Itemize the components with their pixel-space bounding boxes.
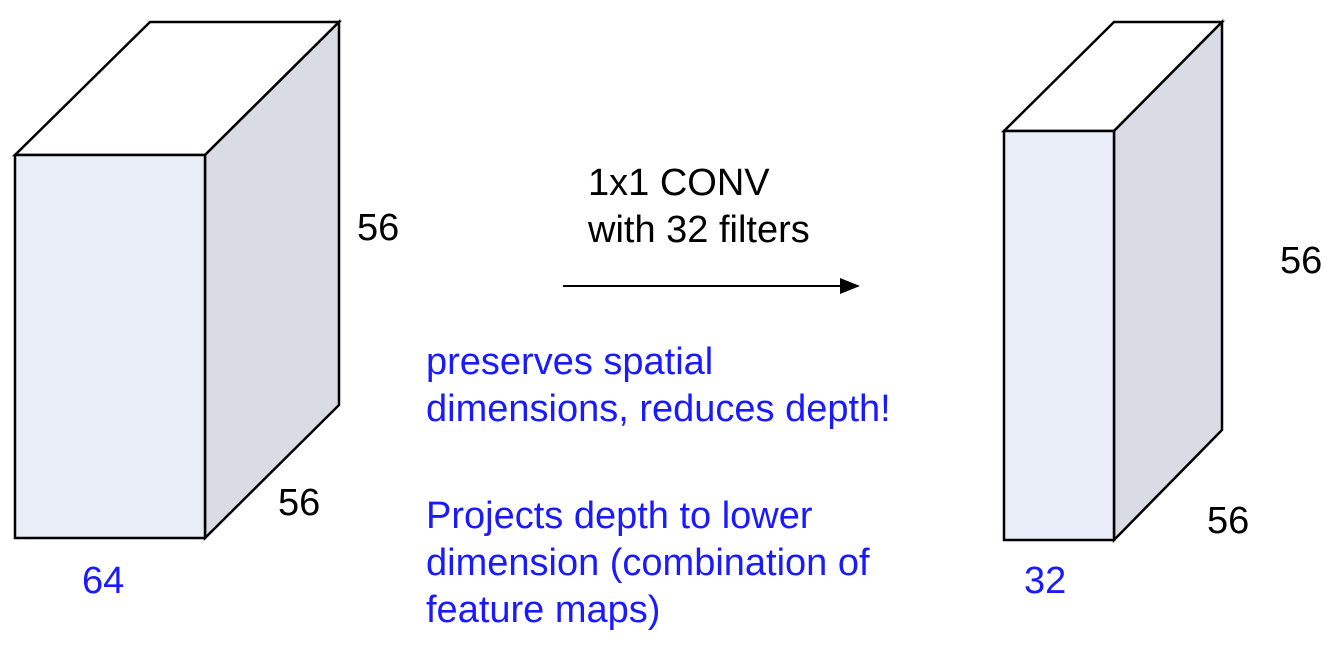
output-height-label: 56: [1280, 240, 1323, 282]
note2-line-3: feature maps): [426, 589, 661, 632]
note2-line-1: Projects depth to lower: [426, 495, 813, 537]
operation-line-1: 1x1 CONV: [588, 162, 770, 204]
note-projects-depth: Projects depth to lower dimension (combi…: [426, 493, 870, 634]
note-preserves-spatial: preserves spatial dimensions, reduces de…: [426, 339, 891, 433]
note1-line-2: dimensions, reduces depth!: [426, 388, 891, 431]
operation-label: 1x1 CONV with 32 filters: [588, 160, 810, 254]
output-width-label: 56: [1207, 500, 1250, 542]
output-volume-front-face: [1002, 129, 1116, 542]
input-volume-front-face: [13, 153, 207, 540]
output-volume: [1000, 18, 1225, 544]
input-volume: [11, 18, 343, 542]
input-height-label: 56: [357, 207, 400, 249]
operation-line-2: with 32 filters: [588, 209, 810, 252]
input-width-label: 56: [278, 482, 321, 524]
input-depth-label: 64: [82, 560, 125, 602]
note1-line-1: preserves spatial: [426, 341, 714, 383]
output-depth-label: 32: [1024, 560, 1067, 602]
note2-line-2: dimension (combination of: [426, 542, 870, 585]
